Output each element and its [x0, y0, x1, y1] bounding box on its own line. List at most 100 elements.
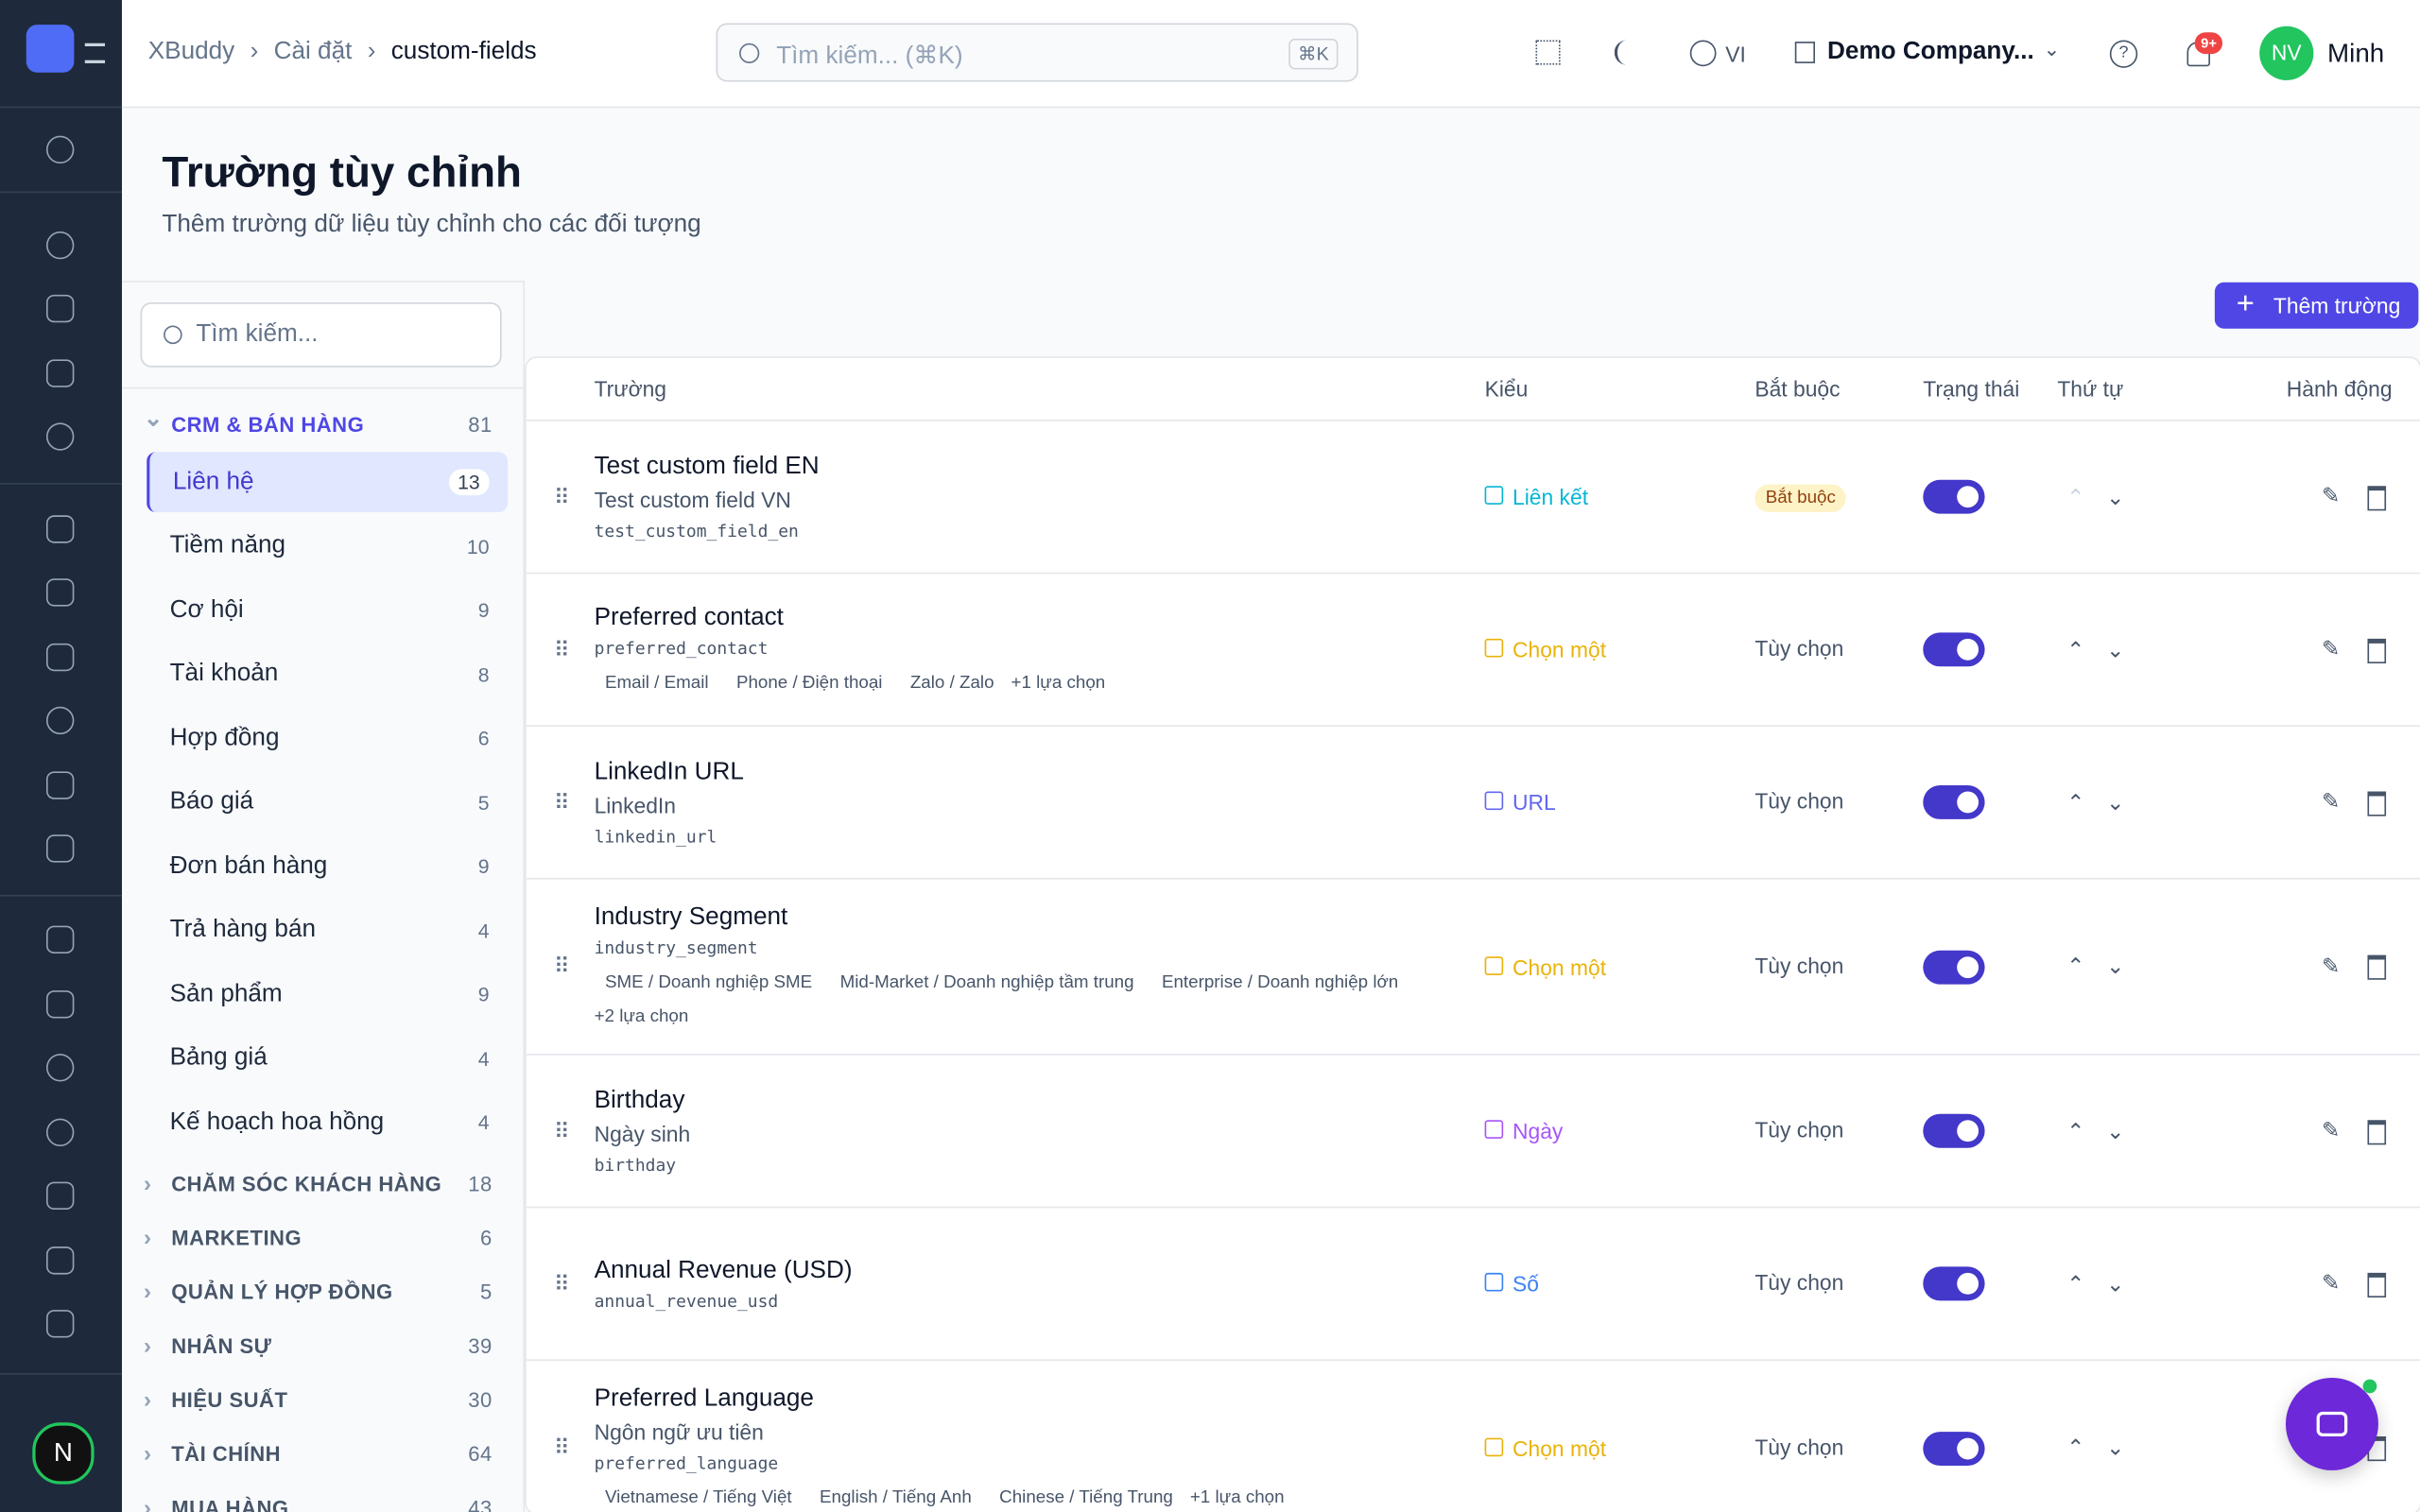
drag-handle[interactable]: ⠿ — [553, 789, 570, 815]
nav-icon[interactable] — [45, 1181, 75, 1210]
nav-icon[interactable] — [45, 771, 75, 799]
object-item[interactable]: Đơn bán hàng 9 — [147, 836, 508, 897]
crumb[interactable]: XBuddy — [147, 38, 235, 65]
apps-icon[interactable] — [1535, 40, 1561, 65]
company-selector[interactable]: Demo Company... — [1827, 38, 2034, 65]
nav-icon[interactable] — [45, 643, 75, 672]
delete-button[interactable] — [2367, 1272, 2387, 1297]
nav-icon[interactable] — [45, 834, 75, 863]
logo[interactable] — [26, 25, 75, 73]
move-up[interactable]: ⌃ — [2066, 789, 2085, 815]
avatar[interactable]: NV — [2259, 26, 2314, 80]
group-header[interactable]: MARKETING 6 — [122, 1211, 523, 1264]
nav-icon[interactable] — [45, 1246, 75, 1275]
group-header[interactable]: TÀI CHÍNH 64 — [122, 1426, 523, 1480]
nav-icon[interactable] — [45, 359, 75, 387]
nav-icon[interactable] — [45, 422, 75, 451]
move-down[interactable]: ⌄ — [2106, 953, 2125, 979]
delete-button[interactable] — [2367, 954, 2387, 980]
sidebar-search[interactable]: Tìm kiếm... — [140, 301, 502, 368]
object-item[interactable]: Liên hệ 13 — [147, 452, 509, 513]
move-down[interactable]: ⌄ — [2106, 1117, 2125, 1143]
delete-button[interactable] — [2367, 1119, 2387, 1144]
item-name: Sản phẩm — [169, 980, 283, 1007]
nav-icon[interactable] — [45, 1310, 75, 1338]
drag-handle[interactable]: ⠿ — [553, 483, 570, 508]
object-item[interactable]: Kế hoạch hoa hồng 4 — [147, 1092, 508, 1153]
type-icon — [1484, 1436, 1504, 1456]
status-toggle[interactable] — [1923, 949, 1985, 984]
nav-icon[interactable] — [45, 294, 75, 323]
move-up[interactable]: ⌃ — [2066, 1270, 2085, 1296]
nav-icon[interactable] — [45, 231, 75, 260]
object-item[interactable]: Bảng giá 4 — [147, 1028, 508, 1089]
edit-button[interactable]: ✎ — [2321, 788, 2341, 814]
required-cell: Bắt buộc — [1754, 483, 1923, 513]
move-down[interactable]: ⌄ — [2106, 483, 2125, 508]
user-name[interactable]: Minh — [2327, 38, 2385, 68]
nav-icon[interactable] — [45, 706, 75, 735]
move-up[interactable]: ⌃ — [2066, 483, 2085, 508]
group-header[interactable]: CRM & BÁN HÀNG 81 — [122, 398, 523, 452]
object-item[interactable]: Báo giá 5 — [147, 772, 508, 833]
status-toggle[interactable] — [1923, 785, 1985, 819]
nav-icon[interactable] — [45, 515, 75, 543]
delete-button[interactable] — [2367, 638, 2387, 663]
group-header[interactable]: QUẢN LÝ HỢP ĐỒNG 5 — [122, 1264, 523, 1318]
drag-handle[interactable]: ⠿ — [553, 1117, 570, 1143]
status-toggle[interactable] — [1923, 1431, 1985, 1466]
nav-icon[interactable] — [45, 1118, 75, 1147]
move-down[interactable]: ⌄ — [2106, 1270, 2125, 1296]
drag-handle[interactable]: ⠿ — [553, 953, 570, 979]
edit-button[interactable]: ✎ — [2321, 483, 2341, 508]
nav-icon[interactable] — [45, 578, 75, 607]
status-toggle[interactable] — [1923, 632, 1985, 667]
object-item[interactable]: Tiềm năng 10 — [147, 516, 508, 576]
move-down[interactable]: ⌄ — [2106, 1435, 2125, 1460]
nav-icon[interactable] — [45, 1054, 75, 1082]
assistant-button[interactable] — [2285, 1377, 2378, 1470]
status-toggle[interactable] — [1923, 1266, 1985, 1301]
status-toggle[interactable] — [1923, 479, 1985, 514]
object-item[interactable]: Hợp đồng 6 — [147, 708, 508, 768]
option-tag: Email / Email — [604, 673, 709, 693]
drag-handle[interactable]: ⠿ — [553, 636, 570, 662]
global-search[interactable]: Tìm kiếm... (⌘K) ⌘K — [716, 23, 1358, 82]
nav-icon[interactable] — [45, 990, 75, 1019]
group-header[interactable]: MUA HÀNG 43 — [122, 1481, 523, 1512]
theme-icon[interactable] — [1614, 40, 1639, 65]
move-up[interactable]: ⌃ — [2066, 953, 2085, 979]
object-item[interactable]: Tài khoản 8 — [147, 644, 508, 705]
move-down[interactable]: ⌄ — [2106, 636, 2125, 662]
help-icon[interactable]: ? — [2109, 40, 2138, 68]
object-item[interactable]: Cơ hội 9 — [147, 580, 508, 641]
group-header[interactable]: HIỆU SUẤT 30 — [122, 1372, 523, 1426]
object-item[interactable]: Sản phẩm 9 — [147, 964, 508, 1024]
edit-button[interactable]: ✎ — [2321, 1270, 2341, 1296]
move-up[interactable]: ⌃ — [2066, 636, 2085, 662]
field-row: ⠿ Annual Revenue (USD) annual_revenue_usd S… — [526, 1208, 2420, 1361]
group-header[interactable]: NHÂN SỰ 39 — [122, 1318, 523, 1372]
drag-handle[interactable]: ⠿ — [553, 1435, 570, 1460]
nav-icon[interactable] — [45, 925, 75, 954]
move-up[interactable]: ⌃ — [2066, 1117, 2085, 1143]
move-down[interactable]: ⌄ — [2106, 789, 2125, 815]
page-title: Trường tùy chỉnh — [162, 147, 522, 197]
user-badge[interactable]: N — [32, 1422, 95, 1485]
menu-toggle[interactable] — [84, 43, 106, 63]
nav-icon[interactable] — [45, 135, 75, 164]
globe-icon[interactable] — [1689, 40, 1717, 67]
delete-button[interactable] — [2367, 790, 2387, 816]
object-item[interactable]: Trả hàng bán 4 — [147, 901, 508, 961]
move-up[interactable]: ⌃ — [2066, 1435, 2085, 1460]
language[interactable]: VI — [1725, 42, 1746, 67]
crumb[interactable]: Cài đặt — [273, 38, 353, 65]
delete-button[interactable] — [2367, 485, 2387, 510]
status-toggle[interactable] — [1923, 1113, 1985, 1148]
add-field-button[interactable]: + Thêm trường — [2214, 282, 2419, 329]
group-header[interactable]: CHĂM SÓC KHÁCH HÀNG 18 — [122, 1157, 523, 1211]
edit-button[interactable]: ✎ — [2321, 636, 2341, 662]
edit-button[interactable]: ✎ — [2321, 953, 2341, 978]
drag-handle[interactable]: ⠿ — [553, 1270, 570, 1296]
edit-button[interactable]: ✎ — [2321, 1117, 2341, 1143]
